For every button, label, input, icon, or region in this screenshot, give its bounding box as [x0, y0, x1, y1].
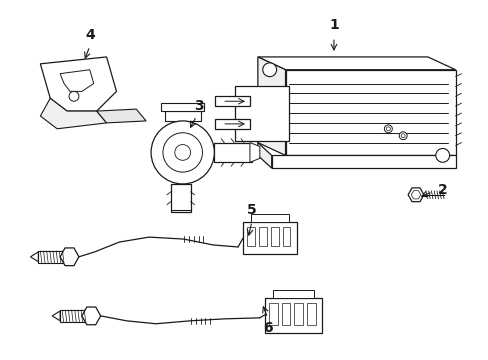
- Polygon shape: [41, 98, 106, 129]
- Polygon shape: [281, 303, 290, 325]
- Polygon shape: [38, 251, 65, 263]
- Polygon shape: [60, 70, 94, 91]
- Text: 5: 5: [246, 203, 256, 217]
- Polygon shape: [235, 86, 289, 141]
- Text: 3: 3: [193, 99, 203, 113]
- Polygon shape: [215, 96, 249, 106]
- Polygon shape: [250, 215, 289, 222]
- Polygon shape: [52, 311, 60, 321]
- Polygon shape: [272, 290, 314, 298]
- Circle shape: [174, 145, 190, 160]
- Polygon shape: [410, 191, 420, 199]
- Circle shape: [262, 63, 276, 77]
- Polygon shape: [60, 310, 87, 322]
- Text: 4: 4: [85, 28, 95, 42]
- Circle shape: [398, 132, 407, 140]
- Polygon shape: [170, 184, 190, 212]
- Circle shape: [151, 121, 214, 184]
- Polygon shape: [282, 227, 290, 246]
- Polygon shape: [41, 57, 116, 111]
- Polygon shape: [257, 143, 271, 168]
- Polygon shape: [249, 143, 259, 162]
- Polygon shape: [258, 227, 266, 246]
- Polygon shape: [268, 303, 277, 325]
- Polygon shape: [271, 156, 455, 168]
- Polygon shape: [81, 307, 101, 325]
- Polygon shape: [270, 227, 278, 246]
- Text: 1: 1: [328, 18, 338, 32]
- Polygon shape: [285, 70, 455, 156]
- Polygon shape: [407, 188, 423, 202]
- Polygon shape: [264, 298, 322, 333]
- Polygon shape: [215, 119, 249, 129]
- Polygon shape: [164, 111, 200, 121]
- Polygon shape: [161, 103, 204, 111]
- Polygon shape: [246, 227, 254, 246]
- Circle shape: [386, 127, 389, 131]
- Polygon shape: [30, 252, 38, 262]
- Polygon shape: [214, 143, 251, 162]
- Polygon shape: [97, 109, 146, 123]
- Polygon shape: [257, 57, 455, 70]
- Circle shape: [435, 148, 449, 162]
- Circle shape: [384, 125, 391, 133]
- Polygon shape: [306, 303, 316, 325]
- Polygon shape: [60, 248, 79, 266]
- Text: 6: 6: [263, 321, 272, 335]
- Polygon shape: [243, 222, 297, 254]
- Circle shape: [400, 134, 405, 138]
- Polygon shape: [294, 303, 303, 325]
- Circle shape: [69, 91, 79, 101]
- Polygon shape: [257, 57, 285, 156]
- Text: 2: 2: [437, 183, 447, 197]
- Circle shape: [163, 133, 202, 172]
